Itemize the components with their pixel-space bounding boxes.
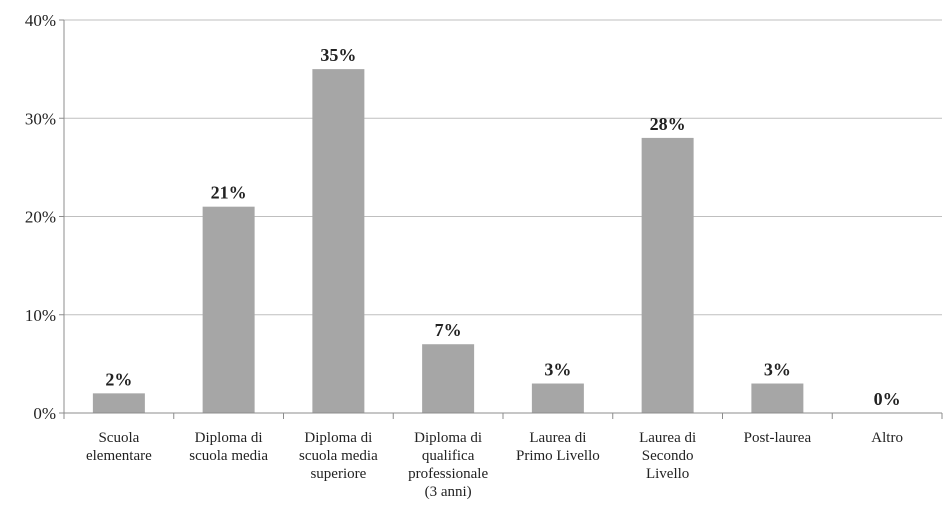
y-tick-label: 0% <box>33 404 56 423</box>
bar <box>92 393 145 413</box>
category-label-line: superiore <box>310 466 366 482</box>
category-label: Laurea di Secondo Livello <box>639 430 696 482</box>
data-label: 0% <box>874 389 901 409</box>
bar <box>202 206 255 413</box>
data-label: 21% <box>211 183 247 203</box>
category-label: Diploma di scuola media <box>189 430 268 464</box>
category-label-line: Secondo <box>642 448 694 464</box>
axes <box>59 19 943 419</box>
y-tick-label: 20% <box>25 208 56 227</box>
category-label: Altro <box>871 430 903 446</box>
category-label-line: Post-laurea <box>744 430 812 446</box>
category-label-line: Primo Livello <box>516 448 600 464</box>
category-label-line: qualifica <box>422 448 475 464</box>
data-label: 28% <box>650 114 686 134</box>
category-label: Laurea di Primo Livello <box>516 430 600 464</box>
data-label: 2% <box>105 369 132 389</box>
category-label-line: Livello <box>646 466 689 482</box>
data-labels: 2% 21% 35% 7% 3% 28% 3% 0% <box>105 45 900 409</box>
bars <box>92 69 804 413</box>
category-label-line: Diploma di <box>414 430 482 446</box>
category-label-line: scuola media <box>189 448 268 464</box>
category-label-line: Scuola <box>98 430 139 446</box>
category-label: Scuola elementare <box>86 430 152 464</box>
bar <box>422 344 475 413</box>
category-label-line: Diploma di <box>195 430 263 446</box>
category-label-line: Diploma di <box>304 430 372 446</box>
category-label-line: (3 anni) <box>425 484 472 500</box>
category-label-line: professionale <box>408 466 488 482</box>
y-axis-tick-labels: 0% 10% 20% 30% 40% <box>25 11 56 423</box>
data-label: 3% <box>544 360 571 380</box>
data-label: 3% <box>764 360 791 380</box>
gridlines <box>64 19 942 316</box>
bar <box>312 69 365 413</box>
category-label: Post-laurea <box>744 430 812 446</box>
bar <box>641 137 694 413</box>
y-tick-label: 30% <box>25 109 56 128</box>
data-label: 7% <box>435 320 462 340</box>
y-tick-label: 40% <box>25 11 56 30</box>
category-label-line: elementare <box>86 448 152 464</box>
category-label-line: Altro <box>871 430 903 446</box>
bar <box>751 383 804 413</box>
data-label: 35% <box>320 45 356 65</box>
y-tick-label: 10% <box>25 306 56 325</box>
category-label-line: Laurea di <box>529 430 586 446</box>
category-label-line: Laurea di <box>639 430 696 446</box>
category-label: Diploma di scuola media superiore <box>299 430 378 482</box>
category-label-line: scuola media <box>299 448 378 464</box>
category-label: Diploma di qualifica professionale (3 anni) <box>408 430 488 500</box>
bar <box>531 383 584 413</box>
